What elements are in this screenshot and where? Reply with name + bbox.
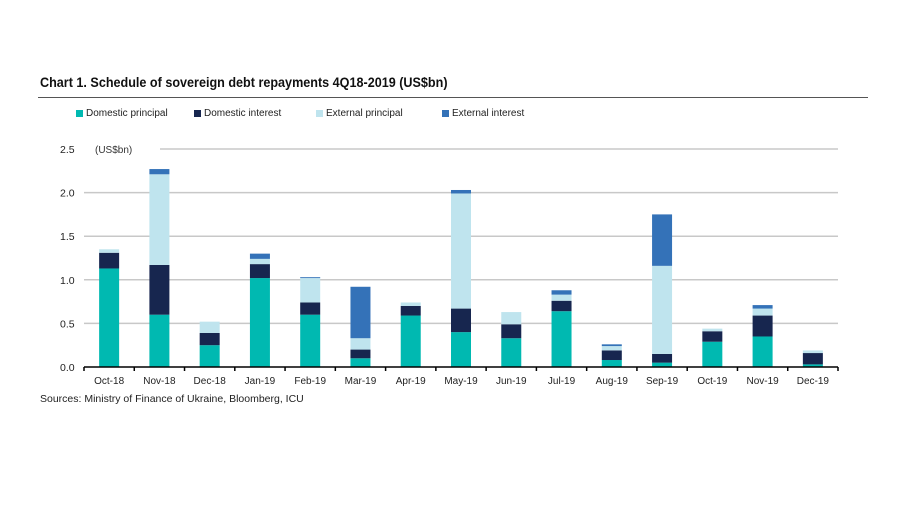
bar-segment bbox=[652, 265, 673, 354]
legend-swatch bbox=[76, 110, 83, 117]
x-tick-label: Nov-18 bbox=[143, 376, 176, 387]
bar-segment bbox=[199, 332, 220, 346]
bar-segment bbox=[149, 169, 170, 175]
bar-segment bbox=[501, 338, 522, 367]
bar-segment bbox=[702, 341, 723, 367]
bar-segment bbox=[400, 315, 421, 367]
legend-swatch bbox=[316, 110, 323, 117]
bar-segment bbox=[551, 290, 572, 295]
x-tick-label: Mar-19 bbox=[345, 376, 377, 387]
x-tick-label: May-19 bbox=[444, 376, 478, 387]
bar-segment bbox=[802, 350, 823, 354]
bar-segment bbox=[451, 308, 471, 333]
legend-label: External principal bbox=[326, 108, 403, 119]
legend-label: Domestic interest bbox=[204, 108, 282, 119]
bar-segment bbox=[551, 311, 572, 367]
sources-note: Sources: Ministry of Finance of Ukraine,… bbox=[40, 393, 304, 405]
legend-swatch bbox=[442, 110, 449, 117]
bar-segment bbox=[149, 314, 170, 367]
x-tick-label: Jul-19 bbox=[548, 376, 576, 387]
bar-segment bbox=[802, 353, 823, 365]
y-tick-label: 1.0 bbox=[60, 275, 75, 287]
bar-segment bbox=[802, 364, 823, 367]
x-tick-label: Dec-18 bbox=[194, 376, 227, 387]
bar-segment bbox=[149, 264, 170, 315]
y-axis-unit-label: (US$bn) bbox=[95, 145, 132, 156]
x-tick-label: Sep-19 bbox=[646, 376, 679, 387]
bar-segment bbox=[652, 362, 673, 367]
bar-segment bbox=[400, 305, 421, 316]
bar-segment bbox=[199, 345, 220, 367]
y-tick-label: 1.5 bbox=[60, 231, 75, 243]
y-tick-label: 2.0 bbox=[60, 188, 75, 200]
bar-segment bbox=[601, 350, 622, 361]
bar-segment bbox=[99, 252, 120, 269]
bar-segment bbox=[99, 249, 120, 253]
x-tick-label: Dec-19 bbox=[797, 376, 830, 387]
legend-item-domestic-principal: Domestic principal bbox=[76, 108, 194, 119]
bar-segment bbox=[350, 338, 371, 350]
legend: Domestic principal Domestic interest Ext… bbox=[76, 108, 524, 119]
x-tick-label: Nov-19 bbox=[746, 376, 779, 387]
bar-segment bbox=[451, 193, 471, 309]
x-tick-label: Jan-19 bbox=[245, 376, 276, 387]
bar-segment bbox=[300, 278, 321, 303]
legend-swatch bbox=[194, 110, 201, 117]
bar-segment bbox=[551, 300, 572, 312]
bar-segment bbox=[652, 353, 673, 363]
bar-segment bbox=[149, 174, 170, 265]
bar-segment bbox=[601, 344, 622, 347]
x-tick-label: Aug-19 bbox=[596, 376, 629, 387]
bar-segment bbox=[99, 268, 120, 367]
bar-segment bbox=[249, 253, 270, 259]
legend-item-domestic-interest: Domestic interest bbox=[194, 108, 316, 119]
bar-segment bbox=[199, 321, 220, 333]
bar-segment bbox=[350, 358, 371, 367]
y-tick-label: 0.0 bbox=[60, 362, 75, 374]
bar-segment bbox=[249, 264, 270, 279]
bar-segment bbox=[752, 315, 773, 337]
bar-segment bbox=[752, 308, 773, 316]
bar-segment bbox=[551, 294, 572, 301]
bar-segment bbox=[601, 360, 622, 367]
bar-segment bbox=[501, 324, 522, 339]
bar-segment bbox=[501, 312, 522, 325]
bar-segment bbox=[300, 314, 321, 367]
bar-segment bbox=[652, 214, 673, 266]
bar-segment bbox=[350, 286, 371, 339]
bar-segment bbox=[400, 302, 421, 306]
chart-title: Chart 1. Schedule of sovereign debt repa… bbox=[40, 74, 448, 90]
x-tick-label: Feb-19 bbox=[294, 376, 326, 387]
bar-segment bbox=[451, 189, 471, 194]
bar-segment bbox=[752, 305, 773, 309]
bar-segment bbox=[752, 336, 773, 367]
bar-segment bbox=[300, 302, 321, 315]
bar-segment bbox=[702, 328, 723, 332]
y-tick-label: 2.5 bbox=[60, 144, 75, 156]
y-tick-label: 0.5 bbox=[60, 318, 75, 330]
legend-label: Domestic principal bbox=[86, 108, 168, 119]
bar-segment bbox=[300, 277, 321, 279]
bar-segment bbox=[702, 331, 723, 342]
x-tick-label: Oct-18 bbox=[94, 376, 124, 387]
x-tick-label: Jun-19 bbox=[496, 376, 527, 387]
x-tick-label: Oct-19 bbox=[697, 376, 727, 387]
title-divider bbox=[38, 97, 868, 98]
legend-item-external-principal: External principal bbox=[316, 108, 442, 119]
legend-label: External interest bbox=[452, 108, 525, 119]
bar-segment bbox=[249, 278, 270, 367]
bar-segment bbox=[601, 346, 622, 351]
bar-segment bbox=[451, 332, 471, 367]
legend-item-external-interest: External interest bbox=[442, 108, 524, 119]
bar-segment bbox=[350, 349, 371, 359]
x-tick-label: Apr-19 bbox=[396, 376, 426, 387]
bar-segment bbox=[249, 258, 270, 265]
